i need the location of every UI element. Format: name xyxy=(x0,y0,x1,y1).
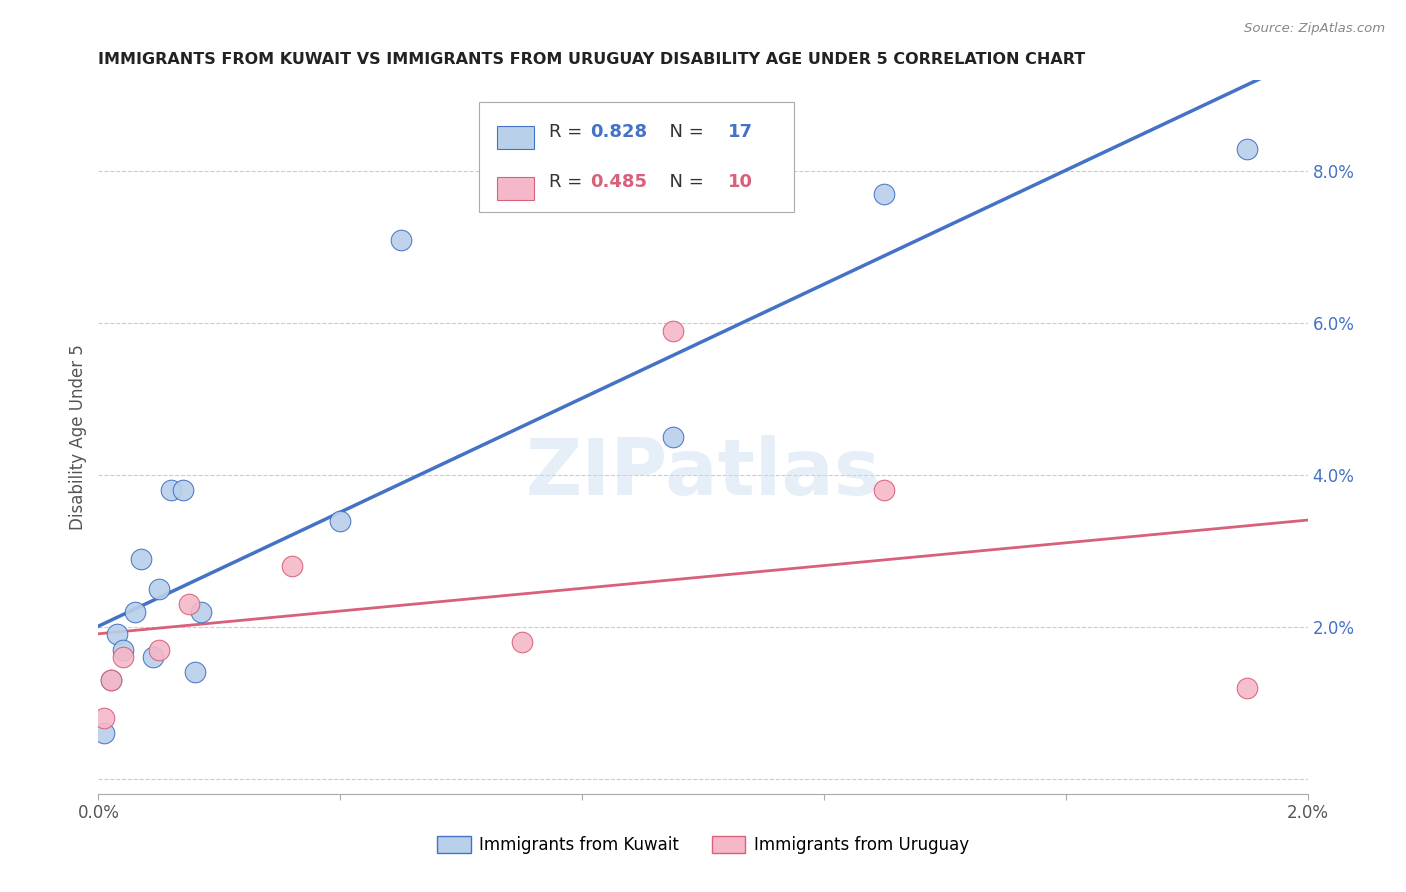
Point xyxy=(281,559,304,574)
Text: ZIPatlas: ZIPatlas xyxy=(526,434,880,511)
Point xyxy=(329,514,352,528)
Point xyxy=(93,711,115,725)
Text: 0.828: 0.828 xyxy=(591,122,648,141)
Point xyxy=(184,665,207,680)
Point xyxy=(661,430,683,444)
Point xyxy=(160,483,183,498)
Point xyxy=(100,673,122,687)
Point xyxy=(873,187,896,202)
Text: 0.485: 0.485 xyxy=(591,173,648,192)
Point xyxy=(148,582,170,596)
Y-axis label: Disability Age Under 5: Disability Age Under 5 xyxy=(69,344,87,530)
Point xyxy=(111,642,134,657)
Text: R =: R = xyxy=(550,173,589,192)
Point xyxy=(93,726,115,740)
Point xyxy=(190,605,212,619)
Point xyxy=(661,324,683,338)
Text: IMMIGRANTS FROM KUWAIT VS IMMIGRANTS FROM URUGUAY DISABILITY AGE UNDER 5 CORRELA: IMMIGRANTS FROM KUWAIT VS IMMIGRANTS FRO… xyxy=(98,52,1085,67)
FancyBboxPatch shape xyxy=(498,126,534,149)
Point xyxy=(111,650,134,665)
Text: N =: N = xyxy=(658,173,710,192)
Point xyxy=(124,605,146,619)
Point xyxy=(129,551,152,566)
Point xyxy=(873,483,896,498)
Point xyxy=(510,635,533,649)
Point xyxy=(1236,681,1258,695)
Point xyxy=(179,597,201,611)
FancyBboxPatch shape xyxy=(498,177,534,201)
Point xyxy=(389,233,412,247)
Point xyxy=(1236,142,1258,156)
Point xyxy=(142,650,165,665)
Text: R =: R = xyxy=(550,122,589,141)
Text: 10: 10 xyxy=(728,173,754,192)
Point xyxy=(172,483,194,498)
Text: Source: ZipAtlas.com: Source: ZipAtlas.com xyxy=(1244,22,1385,36)
Point xyxy=(100,673,122,687)
Point xyxy=(105,627,128,641)
Text: 17: 17 xyxy=(728,122,754,141)
Point xyxy=(148,642,170,657)
FancyBboxPatch shape xyxy=(479,102,793,212)
Text: N =: N = xyxy=(658,122,710,141)
Legend: Immigrants from Kuwait, Immigrants from Uruguay: Immigrants from Kuwait, Immigrants from … xyxy=(430,829,976,861)
